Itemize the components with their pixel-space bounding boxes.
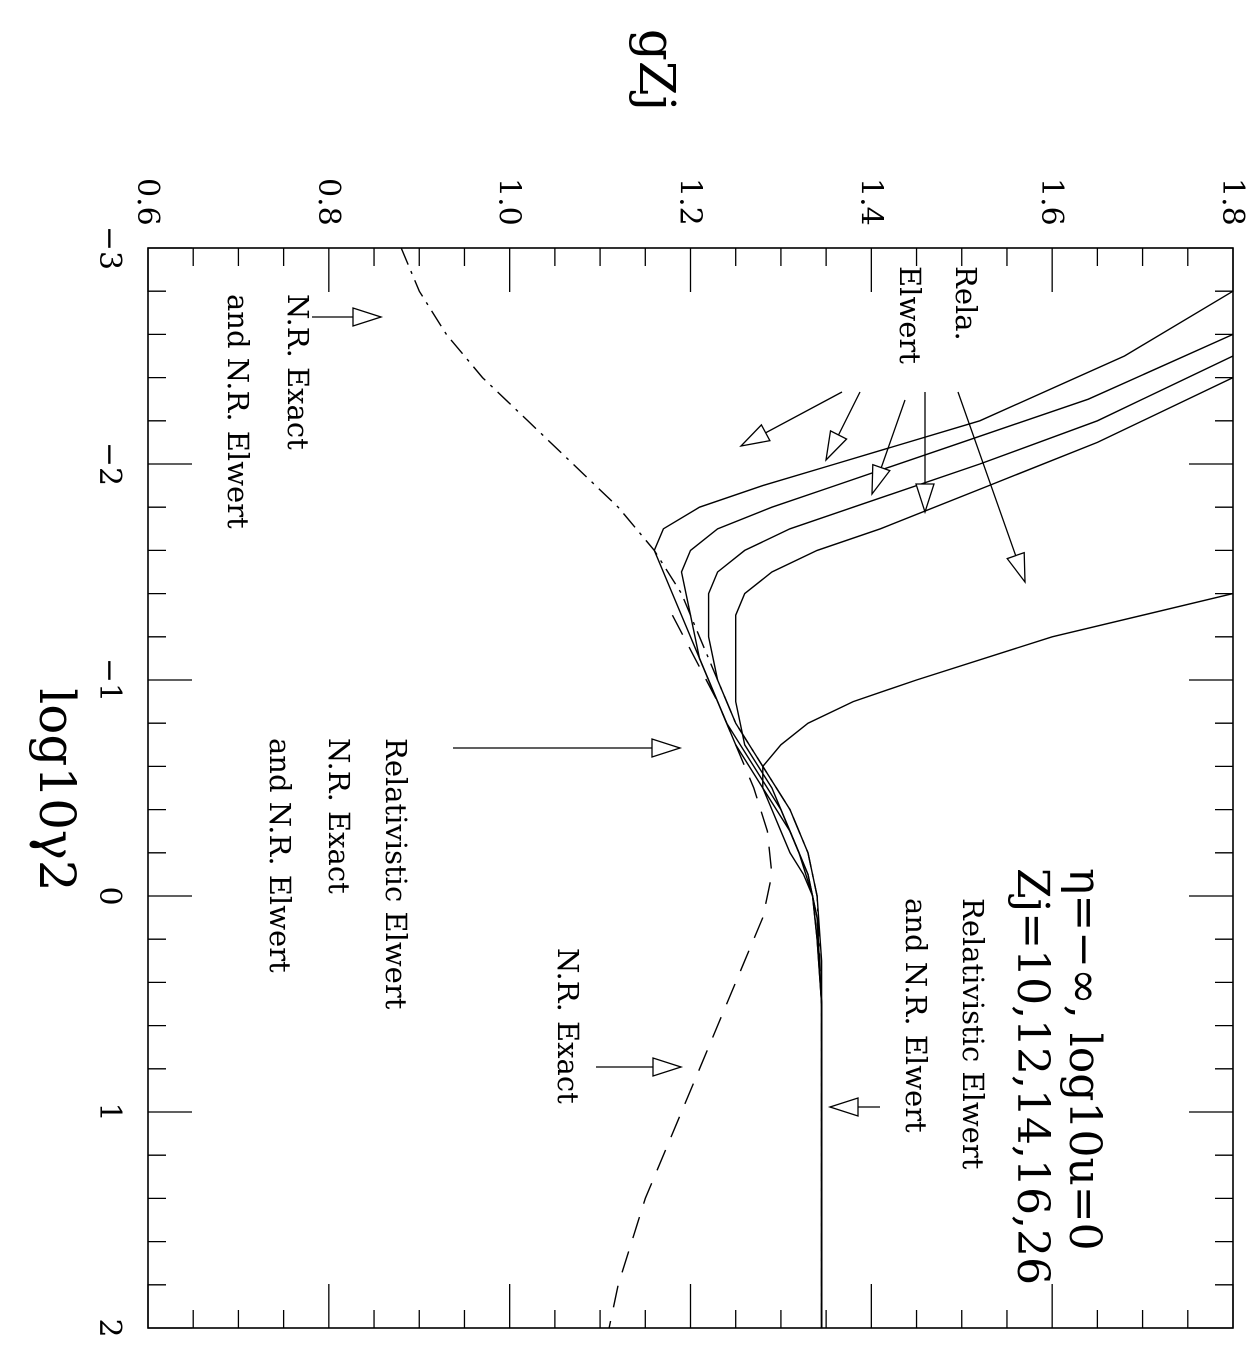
annotation-arrowhead <box>915 483 935 515</box>
annotation-label: and N.R. Elwert <box>263 738 297 973</box>
annotation-arrowhead <box>827 1097 859 1117</box>
annotation-label: N.R. Exact <box>551 948 585 1104</box>
annotation-arrowhead <box>871 463 891 496</box>
x-tick-label: 1 <box>92 1102 127 1121</box>
annotation-arrowhead <box>825 429 848 462</box>
y-tick-label: 1.6 <box>1034 178 1069 226</box>
x-tick-label: −3 <box>92 226 127 270</box>
y-tick-label: 0.8 <box>311 178 346 226</box>
annotation-label: Relativistic Elwert <box>956 898 990 1170</box>
annotation-label: and N.R. Elwert <box>221 294 255 529</box>
y-tick-label: 1.0 <box>492 178 527 226</box>
x-tick-label: −2 <box>92 442 127 486</box>
annotation-label: and N.R. Elwert <box>899 898 933 1133</box>
annotation-label: Elwert <box>893 266 927 364</box>
series-line <box>707 355 1234 1328</box>
series-line <box>653 290 1234 1328</box>
annotation-label: Rela. <box>949 266 983 341</box>
x-tick-label: 2 <box>92 1318 127 1337</box>
y-tick-label: 1.2 <box>673 178 708 226</box>
y-axis-title: gZj <box>628 29 686 111</box>
series-line <box>762 592 1234 1328</box>
annotation-arrowhead <box>739 423 771 448</box>
series-line <box>608 614 773 1329</box>
annotation-arrowhead <box>352 307 384 327</box>
x-axis-title: log10γ2 <box>28 688 86 891</box>
annotation-arrowhead <box>1006 551 1026 584</box>
series-line <box>400 247 823 1328</box>
chart-title: η=−∞, log10u=0 <box>1059 868 1110 1251</box>
chart-subtitle: Zj=10,12,14,16,26 <box>1007 868 1058 1285</box>
series-line <box>680 333 1234 1328</box>
annotation-arrow <box>957 391 1026 583</box>
annotation-arrowhead <box>652 1057 684 1077</box>
annotation-arrowhead <box>651 738 683 758</box>
series-line <box>735 376 1234 1328</box>
y-tick-label: 1.8 <box>1215 178 1249 226</box>
y-tick-label: 1.4 <box>853 178 888 226</box>
annotation-label: Relativistic Elwert <box>379 738 413 1010</box>
x-tick-label: −1 <box>92 658 127 702</box>
x-tick-label: 0 <box>92 886 127 905</box>
annotation-label: N.R. Exact <box>322 738 356 894</box>
y-tick-label: 0.6 <box>130 178 165 226</box>
annotation-label: N.R. Exact <box>281 294 315 450</box>
